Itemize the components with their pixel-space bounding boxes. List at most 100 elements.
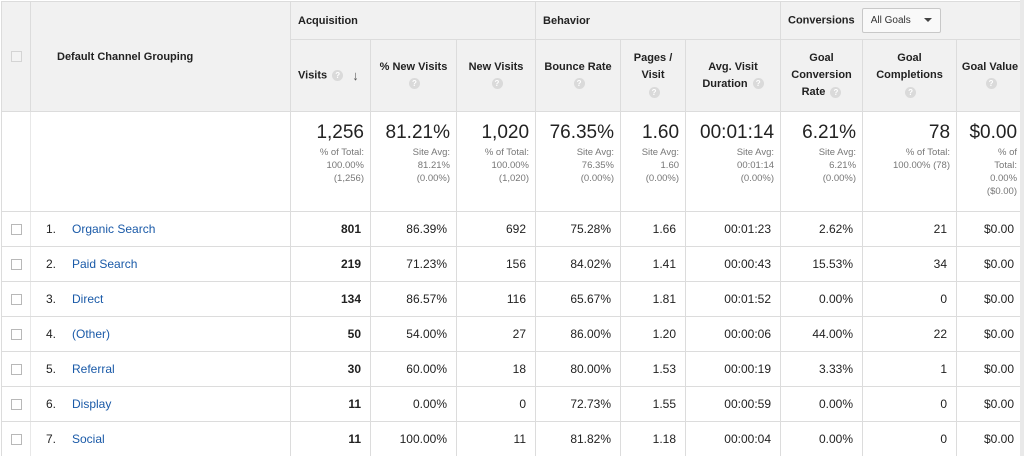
channel-link[interactable]: Referral — [72, 362, 115, 376]
column-header-visits[interactable]: Visits ? ↓ — [290, 39, 371, 112]
total-value: 1.60 — [642, 122, 680, 143]
cell-pages-visit: 1.41 — [620, 246, 687, 282]
channel-cell: 5. Referral — [30, 351, 291, 387]
channel-link[interactable]: Paid Search — [72, 257, 138, 271]
cell-goal-conversion-rate: 2.62% — [780, 211, 864, 247]
row-select-cell — [1, 351, 31, 387]
cell-goal-completions: 1 — [862, 351, 958, 387]
cell-avg-duration: 00:00:59 — [685, 386, 782, 422]
column-label: % New Visits — [379, 60, 448, 73]
cell-goal-conversion-rate: 0.00% — [780, 386, 864, 422]
cell-new-visits: 11 — [455, 421, 537, 456]
total-note: % of Total: 100.00% (1,256) — [319, 147, 364, 184]
acquisition-group-header: Acquisition — [289, 1, 537, 40]
total-note: Site Avg: 76.35% (0.00%) — [576, 147, 615, 184]
help-icon[interactable]: ? — [332, 69, 344, 81]
column-header-goal-value[interactable]: Goal Value ? — [956, 39, 1024, 112]
total-pct-new-visits: 81.21% Site Avg: 81.21% (0.00%) — [370, 111, 457, 212]
help-icon[interactable]: ? — [905, 86, 917, 98]
column-header-pages-visit[interactable]: Pages / Visit ? — [620, 39, 687, 112]
scrollbar-track[interactable] — [1020, 0, 1024, 456]
cell-pct-new-visits: 86.39% — [370, 211, 457, 247]
help-icon[interactable]: ? — [573, 78, 585, 90]
total-value: 6.21% — [802, 122, 857, 143]
help-icon[interactable]: ? — [752, 78, 764, 90]
column-header-avg-duration[interactable]: Avg. Visit Duration ? — [685, 39, 782, 112]
behavior-group-header: Behavior — [535, 1, 782, 40]
column-header-goal-completions[interactable]: Goal Completions ? — [862, 39, 958, 112]
row-checkbox[interactable] — [10, 364, 22, 376]
column-label: Bounce Rate — [544, 60, 612, 73]
channel-link[interactable]: (Other) — [72, 327, 111, 341]
row-checkbox[interactable] — [10, 224, 22, 236]
totals-row: 1,256 % of Total: 100.00% (1,256) 81.21% S… — [1, 111, 1024, 212]
totals-empty-cell — [1, 111, 31, 212]
cell-visits: 134 — [290, 281, 371, 317]
cell-new-visits: 116 — [455, 281, 537, 317]
select-all-checkbox[interactable] — [10, 51, 22, 63]
cell-avg-duration: 00:00:06 — [685, 316, 782, 352]
cell-visits: 11 — [290, 386, 371, 422]
cell-pages-visit: 1.20 — [620, 316, 687, 352]
cell-goal-value: $0.00 — [956, 421, 1024, 456]
row-index: 2. — [46, 257, 57, 271]
cell-bounce-rate: 72.73% — [535, 386, 622, 422]
row-checkbox[interactable] — [10, 434, 22, 446]
cell-goal-conversion-rate: 0.00% — [780, 421, 864, 456]
cell-goal-value: $0.00 — [956, 386, 1024, 422]
cell-goal-completions: 0 — [862, 386, 958, 422]
total-value: 76.35% — [549, 122, 615, 143]
column-header-pct-new-visits[interactable]: % New Visits ? — [370, 39, 457, 112]
table-row: 7. Social 11 100.00% 11 81.82% 1.18 00:00… — [1, 421, 1024, 456]
table-row: 3. Direct 134 86.57% 116 65.67% 1.81 00:0… — [1, 281, 1024, 317]
cell-goal-value: $0.00 — [956, 351, 1024, 387]
cell-pct-new-visits: 0.00% — [370, 386, 457, 422]
column-header-new-visits[interactable]: New Visits ? — [455, 39, 537, 112]
total-new-visits: 1,020 % of Total: 100.00% (1,020) — [455, 111, 537, 212]
cell-new-visits: 156 — [455, 246, 537, 282]
cell-new-visits: 0 — [455, 386, 537, 422]
total-note: Site Avg: 81.21% (0.00%) — [412, 147, 450, 184]
column-label: Pages / Visit — [633, 52, 673, 81]
total-pages-visit: 1.60 Site Avg: 1.60 (0.00%) — [620, 111, 687, 212]
help-icon[interactable]: ? — [648, 86, 660, 98]
row-checkbox[interactable] — [10, 294, 22, 306]
select-all-cell — [1, 1, 31, 112]
column-header-goal-conversion-rate[interactable]: Goal Conversion Rate ? — [780, 39, 864, 112]
column-label: Goal Conversion Rate — [791, 52, 852, 98]
row-checkbox[interactable] — [10, 399, 22, 411]
sort-descending-icon[interactable]: ↓ — [352, 67, 359, 83]
totals-label-cell — [30, 111, 291, 212]
row-index: 5. — [46, 362, 57, 376]
column-header-bounce-rate[interactable]: Bounce Rate ? — [535, 39, 622, 112]
cell-pages-visit: 1.81 — [620, 281, 687, 317]
channel-cell: 4. (Other) — [30, 316, 291, 352]
table-body: 1. Organic Search 801 86.39% 692 75.28% 1… — [1, 211, 1024, 456]
dimension-header[interactable]: Default Channel Grouping — [30, 1, 291, 112]
cell-bounce-rate: 86.00% — [535, 316, 622, 352]
row-index: 6. — [46, 397, 57, 411]
column-header-row: Visits ? ↓ % New Visits ? New Visits ? B… — [2, 39, 1024, 112]
cell-avg-duration: 00:00:43 — [685, 246, 782, 282]
channel-link[interactable]: Organic Search — [72, 222, 156, 236]
cell-goal-value: $0.00 — [956, 246, 1024, 282]
cell-pages-visit: 1.66 — [620, 211, 687, 247]
help-icon[interactable]: ? — [985, 78, 997, 90]
column-label: Avg. Visit Duration — [702, 60, 758, 90]
help-icon[interactable]: ? — [491, 78, 503, 90]
help-icon[interactable]: ? — [409, 78, 420, 90]
channel-cell: 3. Direct — [30, 281, 291, 317]
column-label: New Visits — [468, 60, 524, 73]
cell-goal-conversion-rate: 15.53% — [780, 246, 864, 282]
total-visits: 1,256 % of Total: 100.00% (1,256) — [290, 111, 371, 212]
row-checkbox[interactable] — [10, 329, 22, 341]
help-icon[interactable]: ? — [830, 86, 842, 98]
goal-select-dropdown[interactable]: All Goals — [861, 8, 941, 33]
row-checkbox[interactable] — [10, 259, 22, 271]
total-goal-completions: 78 % of Total: 100.00% (78) — [862, 111, 958, 212]
cell-goal-completions: 34 — [862, 246, 958, 282]
channel-link[interactable]: Social — [72, 432, 105, 446]
channel-link[interactable]: Display — [72, 397, 112, 411]
channel-link[interactable]: Direct — [72, 292, 104, 306]
